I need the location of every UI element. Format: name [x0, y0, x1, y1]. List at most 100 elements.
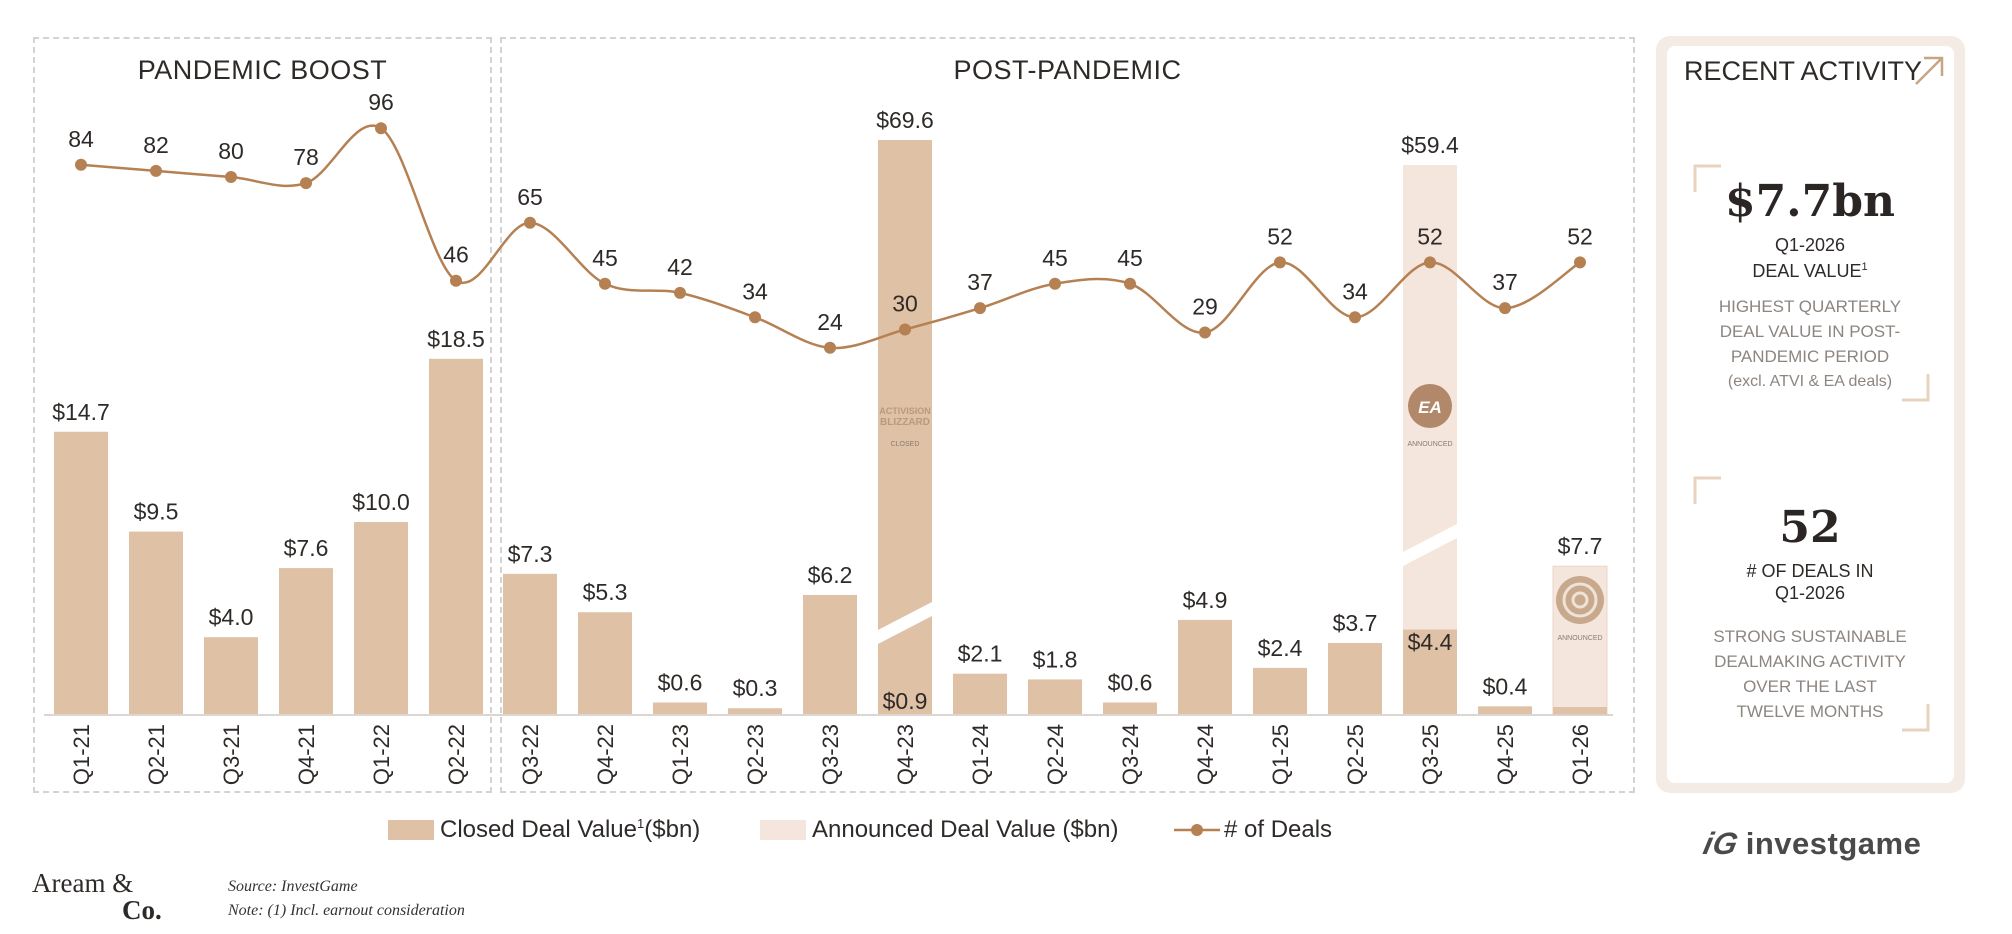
bracket-top-left-icon [1693, 476, 1721, 504]
legend-deals: # of Deals [1174, 816, 1332, 844]
stat-deal-count: 52 [1779, 502, 1841, 553]
bar-closed [1478, 706, 1532, 714]
legend-closed-swatch [388, 820, 434, 840]
stat-deal-value-caption: DEAL VALUE [1752, 261, 1862, 281]
bar-value-label: $0.6 [1108, 669, 1153, 695]
bar-closed [1328, 642, 1382, 714]
stat-deal-count-desc-line: TWELVE MONTHS [1736, 702, 1884, 721]
stat-deal-value-desc-line: PANDEMIC PERIOD [1730, 347, 1890, 366]
stat-deal-value-label: Q1-2026 DEAL VALUE1 [1690, 234, 1930, 282]
deals-point [1124, 277, 1136, 290]
bracket-top-left-icon [1693, 164, 1721, 192]
footer-source: Source: InvestGame [228, 878, 358, 895]
deals-value-label: 65 [517, 184, 543, 210]
deals-value-label: 37 [967, 269, 993, 295]
deals-value-label: 42 [667, 254, 693, 280]
bar-closed [803, 594, 857, 714]
bar-closed [54, 431, 108, 714]
x-tick-label: Q4-24 [1193, 724, 1218, 785]
axis-break-mark [878, 602, 932, 644]
deals-value-label: 34 [1342, 278, 1368, 304]
deals-value-label: 29 [1192, 294, 1218, 320]
deals-point [1574, 256, 1586, 269]
recent-activity-card [1667, 46, 1954, 783]
stat-deal-value-desc-line: HIGHEST QUARTERLY [1718, 297, 1902, 316]
bar-closed [953, 673, 1007, 714]
bar-value-label: $59.4 [1401, 132, 1459, 158]
deals-point [75, 158, 87, 171]
deals-value-label: 24 [817, 309, 843, 335]
stat-deal-count-desc: STRONG SUSTAINABLE DEALMAKING ACTIVITY O… [1690, 624, 1930, 724]
x-tick-label: Q2-25 [1343, 724, 1368, 785]
x-tick-label: Q3-25 [1418, 724, 1443, 785]
legend-closed: Closed Deal Value1($bn) [388, 816, 700, 844]
deals-point [300, 177, 312, 190]
deals-point [1274, 256, 1286, 269]
deals-point [150, 164, 162, 177]
x-tick-label: Q4-23 [893, 724, 918, 785]
section-title-pandemic-boost: PANDEMIC BOOST [137, 55, 388, 85]
x-tick-label: Q1-25 [1268, 724, 1293, 785]
bar-value-label: $7.7 [1558, 533, 1603, 559]
areamco-logo-line1: Aream & [32, 868, 134, 898]
deals-value-label: 78 [293, 144, 319, 170]
bar-closed [429, 358, 483, 714]
deals-value-label: 45 [1117, 245, 1143, 271]
x-tick-label: Q3-23 [818, 724, 843, 785]
bar-value-label: $10.0 [352, 489, 410, 515]
bar-closed [578, 612, 632, 714]
deals-value-label: 30 [892, 291, 918, 317]
deals-point [375, 122, 387, 135]
bar-closed [653, 702, 707, 714]
legend-closed-sup: 1 [637, 816, 645, 831]
x-tick-label: Q2-23 [743, 724, 768, 785]
deals-value-label: 52 [1567, 223, 1593, 249]
deals-value-label: 37 [1492, 269, 1518, 295]
deals-value-label: 46 [443, 242, 469, 268]
bar-closed [1103, 702, 1157, 714]
bar-closed [1178, 619, 1232, 714]
bar-value-label: $4.0 [209, 604, 254, 630]
axis-break-mark [1403, 524, 1457, 566]
badge-status-label: ANNOUNCED [1407, 441, 1452, 448]
x-tick-label: Q3-24 [1118, 724, 1143, 785]
deals-point [1499, 302, 1511, 315]
stat-deal-count-desc-line: DEALMAKING ACTIVITY [1714, 652, 1906, 671]
areamco-logo: Aream & Co. [32, 868, 162, 926]
deals-point [1199, 326, 1211, 339]
x-tick-label: Q2-22 [444, 724, 469, 785]
bar-value-label: $2.4 [1258, 635, 1303, 661]
bracket-bottom-right-icon [1902, 704, 1930, 732]
bar-value-label: $3.7 [1333, 610, 1378, 636]
deals-value-label: 80 [218, 138, 244, 164]
deals-point [599, 277, 611, 290]
stat-deal-count-desc-line: OVER THE LAST [1743, 677, 1877, 696]
bar-closed [503, 573, 557, 714]
legend-closed-unit: ($bn) [644, 816, 701, 843]
bar-closed [204, 637, 258, 714]
deals-point [824, 341, 836, 354]
deals-value-label: 52 [1417, 223, 1443, 249]
legend-closed-label: Closed Deal Value [440, 816, 638, 843]
stat-deal-value-period: Q1-2026 [1774, 235, 1846, 255]
footer-note: Note: (1) Incl. earnout consideration [228, 902, 465, 919]
bar-value-label: $7.3 [508, 541, 553, 567]
deals-value-label: 34 [742, 278, 768, 304]
bracket-bottom-right-icon [1902, 374, 1930, 402]
bar-value-label: $4.9 [1183, 587, 1228, 613]
x-tick-label: Q1-26 [1568, 724, 1593, 785]
legend-deals-line-icon [1174, 824, 1220, 836]
stat-deal-count-caption: # OF DEALS IN [1746, 561, 1874, 581]
investgame-logo: iG investgame [1700, 826, 1921, 862]
ea-logo-icon [1408, 384, 1452, 428]
deals-point [749, 311, 761, 324]
blizzard-logo: BLIZZARD [880, 417, 930, 428]
bar-value-label: $7.6 [284, 535, 329, 561]
deals-point [1349, 311, 1361, 324]
bar-closed [279, 568, 333, 714]
legend-deals-label: # of Deals [1224, 816, 1333, 843]
bar-value-label: $6.2 [808, 562, 853, 588]
legend-announced-swatch [760, 820, 806, 840]
bar-closed [354, 522, 408, 714]
